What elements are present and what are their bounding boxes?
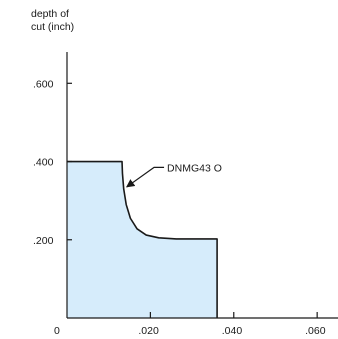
y-tick-label: .200 [33, 235, 54, 247]
series-line-0 [67, 160, 218, 318]
plot-area [67, 160, 218, 318]
tick-labels: .200 .400 .600 0 .020 .040 .060 [33, 78, 326, 337]
series-area-0 [67, 161, 218, 318]
y-axis-label-line1: depth of [31, 8, 69, 20]
y-axis-label-line2: cut (inch) [31, 21, 74, 33]
annotation-arrow [126, 166, 165, 188]
axes [66, 52, 338, 319]
x-tick-label: .040 [222, 325, 243, 337]
annotation: DNMG43 O [126, 162, 222, 188]
x-tick-label: 0 [54, 325, 60, 337]
x-tick-label: .060 [305, 325, 326, 337]
annotation-label: DNMG43 O [167, 162, 222, 174]
y-tick-label: .400 [33, 157, 54, 169]
x-tick-label: .020 [138, 325, 159, 337]
y-tick-label: .600 [33, 78, 54, 90]
